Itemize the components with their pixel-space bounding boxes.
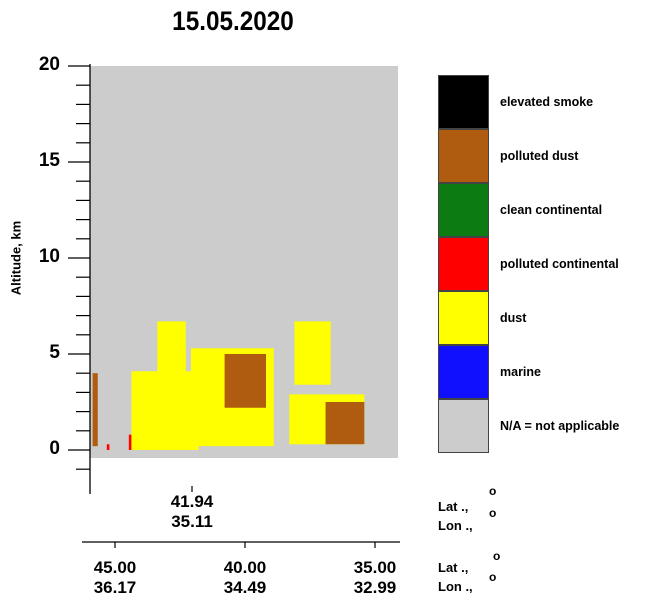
degree-mark: o (489, 506, 497, 520)
latitude-tick-label: 35.00 (353, 558, 397, 577)
legend-swatch (438, 237, 489, 291)
lon-label: Lon (438, 579, 462, 594)
latitude-tick-label: 40.00 (223, 558, 267, 577)
legend-label: N/A = not applicable (500, 419, 620, 433)
lat-lon-label-1: Lat ., Lon ., (438, 499, 473, 533)
aerosol-layer-dust (157, 321, 186, 450)
x-tick-label-45: 45.00 36.17 (75, 558, 155, 598)
legend-swatch (438, 75, 489, 129)
legend-swatch (438, 345, 489, 399)
legend-item: polluted dust (438, 129, 646, 183)
x-tick-label-40: 40.00 34.49 (205, 558, 285, 598)
legend-label: dust (500, 311, 527, 325)
degree-mark: o (493, 549, 501, 563)
y-tick-label: 0 (49, 438, 60, 459)
aerosol-layer-polluted-dust (325, 402, 365, 445)
lat-label: Lat (438, 560, 458, 575)
longitude-tick-label: 32.99 (353, 578, 397, 597)
legend-label: clean continental (500, 203, 603, 217)
legend-label: polluted continental (500, 257, 619, 271)
y-tick-label: 10 (38, 246, 60, 267)
legend-item: polluted continental (438, 237, 646, 291)
longitude-tick-label: 35.11 (171, 512, 213, 531)
latitude-tick-label: 45.00 (93, 558, 137, 577)
legend-swatch (438, 129, 489, 183)
latitude-tick-label: 41.94 (170, 492, 214, 511)
legend-item: dust (438, 291, 646, 345)
legend-swatch (438, 183, 489, 237)
aerosol-layer-polluted-continental (106, 444, 110, 450)
degree-mark: o (489, 570, 497, 584)
y-tick-label: 5 (49, 342, 60, 363)
legend-swatch (438, 291, 489, 345)
legend-swatch (438, 399, 489, 453)
legend-item: clean continental (438, 183, 646, 237)
legend-label: polluted dust (500, 149, 579, 163)
lon-label: Lon (438, 518, 462, 533)
aerosol-layer-polluted-dust (92, 373, 98, 447)
legend-item: marine (438, 345, 646, 399)
legend-item: elevated smoke (438, 75, 646, 129)
lat-lon-label-2: Lat ., Lon ., (438, 560, 473, 594)
x-tick-label-35: 35.00 32.99 (335, 558, 415, 598)
y-tick-label: 20 (38, 54, 60, 75)
degree-mark: o (489, 484, 497, 498)
aerosol-layer-polluted-dust (224, 354, 266, 408)
legend-label: elevated smoke (500, 95, 594, 109)
chart-title: 15.05.2020 (172, 6, 294, 36)
legend-label: marine (500, 365, 541, 379)
longitude-tick-label: 36.17 (93, 578, 137, 597)
longitude-tick-label: 34.49 (223, 578, 267, 597)
y-tick-label: 15 (38, 150, 60, 171)
aerosol-layer-dust (294, 321, 331, 385)
lat-label: Lat (438, 499, 458, 514)
legend-item: N/A = not applicable (438, 399, 646, 453)
x-tick-label-group-1: 41.94 35.11 (152, 492, 232, 532)
